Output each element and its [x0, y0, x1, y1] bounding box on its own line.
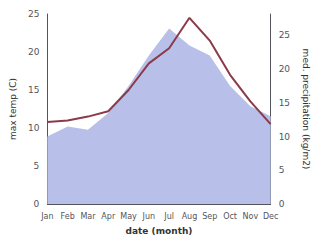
svg-text:15: 15 — [279, 98, 290, 108]
svg-text:Nov: Nov — [243, 212, 259, 221]
svg-text:date (month): date (month) — [126, 226, 193, 236]
svg-text:Mar: Mar — [80, 212, 96, 221]
svg-text:25: 25 — [28, 9, 39, 19]
svg-text:max temp (C): max temp (C) — [8, 78, 18, 140]
svg-text:0: 0 — [34, 199, 40, 209]
svg-text:Apr: Apr — [101, 212, 116, 221]
svg-text:25: 25 — [279, 30, 290, 40]
svg-text:Oct: Oct — [223, 212, 237, 221]
svg-text:10: 10 — [279, 132, 291, 142]
svg-text:20: 20 — [279, 64, 291, 74]
svg-text:med. precipitation (kg/m2): med. precipitation (kg/m2) — [301, 49, 311, 170]
svg-text:Feb: Feb — [61, 212, 75, 221]
svg-text:15: 15 — [28, 85, 39, 95]
svg-text:0: 0 — [279, 199, 285, 209]
svg-text:Jul: Jul — [163, 212, 174, 221]
svg-text:5: 5 — [279, 165, 285, 175]
svg-text:10: 10 — [28, 123, 40, 133]
svg-text:Jan: Jan — [40, 212, 53, 221]
svg-text:Aug: Aug — [182, 212, 198, 221]
svg-text:20: 20 — [28, 47, 40, 57]
svg-text:Jun: Jun — [142, 212, 156, 221]
svg-text:Dec: Dec — [263, 212, 278, 221]
svg-text:5: 5 — [34, 161, 40, 171]
svg-text:Sep: Sep — [202, 212, 217, 221]
svg-text:May: May — [120, 212, 137, 221]
